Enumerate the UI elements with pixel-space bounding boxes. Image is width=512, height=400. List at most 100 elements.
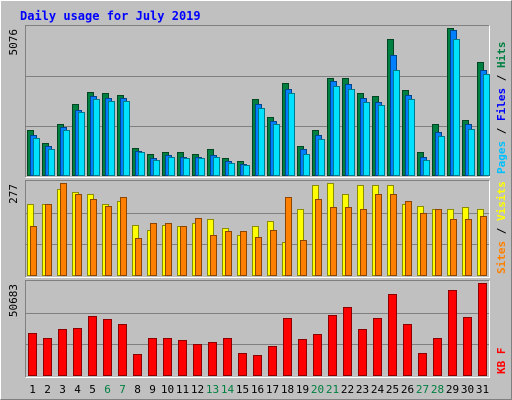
bar-hits-pages-day-2 bbox=[48, 149, 55, 176]
bar-visits-sites-day-17 bbox=[270, 230, 277, 276]
bar-kbytes-kb-f-day-9 bbox=[148, 338, 157, 376]
x-tick-label-day-18: 18 bbox=[281, 383, 294, 396]
bar-kbytes-kb-f-day-28 bbox=[433, 338, 442, 376]
bar-hits-pages-day-7 bbox=[123, 101, 130, 176]
x-tick-label-day-11: 11 bbox=[176, 383, 189, 396]
x-tick-label-day-30: 30 bbox=[461, 383, 474, 396]
bar-kbytes-kb-f-day-17 bbox=[268, 346, 277, 376]
x-tick-label-day-3: 3 bbox=[59, 383, 66, 396]
bar-visits-sites-day-28 bbox=[435, 209, 442, 276]
legend-pages: Pages bbox=[495, 141, 508, 174]
bar-kbytes-kb-f-day-11 bbox=[178, 340, 187, 376]
bar-hits-pages-day-16 bbox=[258, 108, 265, 176]
panel-hits-frame-shadow bbox=[25, 25, 490, 178]
bar-visits-sites-day-23 bbox=[360, 209, 367, 276]
x-tick-label-day-2: 2 bbox=[44, 383, 51, 396]
bar-hits-pages-day-26 bbox=[408, 99, 415, 176]
panel-visits-max-label: 277 bbox=[7, 184, 20, 204]
bar-kbytes-kb-f-day-13 bbox=[208, 342, 217, 376]
x-tick-label-day-5: 5 bbox=[89, 383, 96, 396]
bar-hits-pages-day-5 bbox=[93, 99, 100, 176]
bar-kbytes-kb-f-day-5 bbox=[88, 316, 97, 376]
x-tick-label-day-21: 21 bbox=[326, 383, 339, 396]
legend-files: Files bbox=[495, 88, 508, 121]
bar-visits-sites-day-29 bbox=[450, 219, 457, 276]
bar-visits-sites-day-8 bbox=[135, 238, 142, 276]
bar-visits-sites-day-2 bbox=[45, 204, 52, 276]
bar-hits-pages-day-4 bbox=[78, 112, 85, 176]
legend-hits: Hits bbox=[495, 42, 508, 69]
bar-kbytes-kb-f-day-4 bbox=[73, 328, 82, 376]
bar-kbytes-kb-f-day-16 bbox=[253, 355, 262, 376]
bar-hits-pages-day-28 bbox=[438, 136, 445, 176]
bar-hits-pages-day-14 bbox=[228, 163, 235, 176]
x-tick-label-day-17: 17 bbox=[266, 383, 279, 396]
bar-hits-pages-day-23 bbox=[363, 102, 370, 176]
bar-visits-sites-day-18 bbox=[285, 197, 292, 276]
bar-kbytes-kb-f-day-7 bbox=[118, 324, 127, 376]
bar-hits-pages-day-6 bbox=[108, 101, 115, 176]
bar-hits-pages-day-12 bbox=[198, 158, 205, 176]
bar-visits-sites-day-22 bbox=[345, 207, 352, 276]
chart-title: Daily usage for July 2019 bbox=[20, 9, 201, 23]
bar-kbytes-kb-f-day-12 bbox=[193, 344, 202, 376]
bar-visits-sites-day-16 bbox=[255, 237, 262, 276]
panel-kbytes-frame-shadow bbox=[25, 280, 490, 378]
bar-kbytes-kb-f-day-25 bbox=[388, 294, 397, 376]
bar-hits-pages-day-1 bbox=[33, 138, 40, 176]
bar-visits-sites-day-15 bbox=[240, 231, 247, 276]
bar-hits-pages-day-22 bbox=[348, 89, 355, 176]
legend-separator: / bbox=[495, 121, 508, 141]
bar-kbytes-kb-f-day-21 bbox=[328, 315, 337, 376]
bar-visits-sites-day-10 bbox=[165, 223, 172, 276]
bar-visits-sites-day-27 bbox=[420, 213, 427, 276]
bar-hits-pages-day-15 bbox=[243, 165, 250, 176]
bar-kbytes-kb-f-day-15 bbox=[238, 353, 247, 376]
x-tick-label-day-1: 1 bbox=[29, 383, 36, 396]
x-tick-label-day-29: 29 bbox=[446, 383, 459, 396]
bar-visits-sites-day-25 bbox=[390, 194, 397, 276]
bar-hits-pages-day-8 bbox=[138, 152, 145, 176]
bar-hits-pages-day-17 bbox=[273, 124, 280, 176]
bar-visits-sites-day-3 bbox=[60, 183, 67, 276]
legend-separator: / bbox=[495, 68, 508, 88]
bar-visits-sites-day-20 bbox=[315, 199, 322, 276]
bar-kbytes-kb-f-day-8 bbox=[133, 354, 142, 376]
bar-visits-sites-day-26 bbox=[405, 201, 412, 276]
bar-visits-sites-day-31 bbox=[480, 216, 487, 276]
bar-hits-pages-day-11 bbox=[183, 158, 190, 176]
legend-visits: Visits bbox=[495, 181, 508, 221]
x-tick-label-day-19: 19 bbox=[296, 383, 309, 396]
x-tick-label-day-12: 12 bbox=[191, 383, 204, 396]
panel-hits-legend: Pages / Files / Hits bbox=[495, 42, 508, 175]
bar-visits-sites-day-14 bbox=[225, 231, 232, 276]
x-tick-label-day-4: 4 bbox=[74, 383, 81, 396]
bar-kbytes-kb-f-day-26 bbox=[403, 324, 412, 376]
bar-kbytes-kb-f-day-22 bbox=[343, 307, 352, 376]
bar-visits-sites-day-11 bbox=[180, 226, 187, 276]
bar-hits-pages-day-9 bbox=[153, 160, 160, 176]
panel-visits-legend: Sites / Visits bbox=[495, 181, 508, 274]
x-tick-label-day-24: 24 bbox=[371, 383, 385, 396]
bar-visits-sites-day-7 bbox=[120, 197, 127, 276]
x-tick-label-day-22: 22 bbox=[341, 383, 354, 396]
bar-hits-pages-day-27 bbox=[423, 160, 430, 176]
bar-kbytes-kb-f-day-24 bbox=[373, 318, 382, 376]
x-tick-label-day-16: 16 bbox=[251, 383, 264, 396]
x-tick-label-day-26: 26 bbox=[401, 383, 414, 396]
panel-kbytes-legend: KB F bbox=[495, 348, 508, 375]
bar-visits-sites-day-9 bbox=[150, 223, 157, 276]
x-tick-label-day-10: 10 bbox=[161, 383, 174, 396]
bar-hits-pages-day-3 bbox=[63, 130, 70, 176]
bar-kbytes-kb-f-day-6 bbox=[103, 319, 112, 376]
bar-kbytes-kb-f-day-29 bbox=[448, 290, 457, 376]
x-tick-label-day-7: 7 bbox=[119, 383, 126, 396]
x-tick-label-day-23: 23 bbox=[356, 383, 369, 396]
panel-hits: 5076 Pages / Files / Hits bbox=[7, 25, 508, 178]
panel-kbytes-max-label: 50683 bbox=[7, 284, 20, 317]
bar-kbytes-kb-f-day-10 bbox=[163, 338, 172, 376]
panel-visits: 277 Sites / Visits bbox=[7, 180, 508, 278]
bar-hits-pages-day-13 bbox=[213, 157, 220, 176]
